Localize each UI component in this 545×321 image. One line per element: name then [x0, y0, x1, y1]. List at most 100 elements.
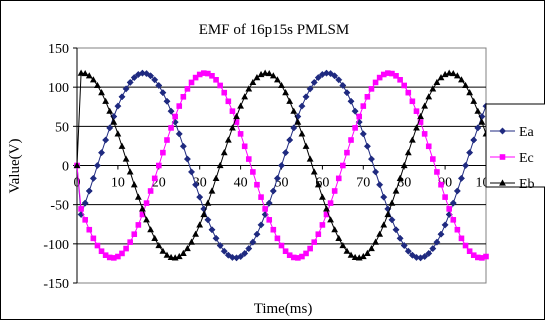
series-layer [73, 69, 490, 262]
data-point-ea [97, 149, 106, 157]
data-point-eb [404, 149, 412, 156]
data-point-eb [458, 76, 465, 83]
data-point-eb [339, 241, 347, 249]
data-point-ec [180, 94, 187, 100]
data-point-ea [175, 130, 183, 138]
data-point-ec [123, 245, 129, 252]
data-point-eb [327, 216, 334, 223]
data-point-eb [85, 72, 93, 79]
data-point-ec [278, 242, 285, 249]
data-point-eb [445, 69, 453, 76]
data-point-ea [331, 72, 339, 80]
data-point-eb [392, 187, 400, 194]
data-point-ec [217, 82, 223, 89]
data-point-ea [351, 107, 359, 115]
data-point-ea [179, 142, 187, 150]
data-point-ea [151, 76, 159, 84]
data-point-ec [331, 188, 338, 194]
data-point-ea [159, 89, 167, 97]
data-point-ec [143, 200, 150, 206]
data-point-eb [368, 244, 375, 252]
series-ea [73, 69, 490, 262]
data-point-eb [347, 251, 355, 258]
data-point-ea [314, 74, 322, 82]
data-point-eb [290, 107, 298, 114]
data-point-ec [454, 226, 461, 233]
data-point-eb [114, 130, 122, 137]
data-point-ea [290, 124, 298, 132]
data-point-ea [106, 124, 114, 132]
data-point-ea [269, 187, 277, 195]
data-point-ea [396, 234, 404, 242]
data-point-ec [237, 131, 244, 137]
data-point-ea [359, 130, 367, 138]
data-point-ec [270, 226, 277, 233]
data-point-ea [89, 174, 97, 182]
data-point-ec [147, 188, 154, 194]
data-point-ea [302, 93, 310, 101]
data-point-ec [405, 89, 412, 96]
data-point-ec [290, 254, 297, 261]
data-point-ec [151, 175, 158, 182]
data-point-ea [122, 85, 130, 93]
data-point-eb [294, 118, 302, 125]
data-point-eb [89, 76, 97, 83]
data-point-ea [85, 187, 93, 195]
data-point-ea [429, 245, 437, 253]
legend-label: Ec [519, 151, 534, 166]
data-point-ea [437, 230, 445, 238]
data-point-ea [245, 245, 253, 253]
data-point-ec [225, 98, 232, 105]
data-point-eb [384, 210, 392, 218]
data-point-eb [413, 124, 420, 131]
data-point-ea [339, 81, 347, 90]
data-point-ea [441, 221, 449, 229]
data-point-eb [196, 221, 204, 228]
data-point-ec [368, 86, 375, 92]
legend-box [485, 103, 545, 188]
data-point-ec [417, 119, 424, 125]
y-tick-label: -50 [50, 199, 69, 214]
data-point-ea [237, 252, 245, 261]
data-point-ec [90, 235, 97, 242]
data-point-ec [352, 125, 358, 131]
data-point-ea [102, 136, 110, 144]
data-point-ec [286, 252, 293, 258]
data-point-ec [111, 255, 117, 261]
data-point-ec [254, 181, 260, 188]
data-point-eb [220, 149, 228, 156]
data-point-ec [421, 131, 428, 137]
data-point-eb [331, 226, 339, 233]
data-point-ea [147, 72, 155, 80]
data-point-ec [327, 200, 334, 206]
data-point-ec [184, 86, 191, 92]
x-axis-label: Time(ms) [254, 301, 313, 317]
data-point-ea [277, 161, 286, 170]
data-point-eb [139, 205, 146, 212]
legend-label: Eb [519, 177, 535, 192]
data-point-ea [367, 155, 376, 163]
data-point-ec [299, 253, 305, 260]
data-point-ec [156, 162, 162, 169]
data-point-eb [241, 93, 249, 100]
data-point-ec [380, 71, 387, 78]
data-point-eb [380, 221, 388, 228]
data-point-ec [172, 113, 178, 120]
data-point-eb [417, 112, 424, 120]
data-point-eb [363, 249, 371, 257]
y-tick-label: 0 [62, 160, 69, 175]
legend-item-eb: Eb [490, 177, 535, 192]
data-point-ea [187, 168, 196, 176]
data-point-eb [98, 89, 105, 96]
data-point-eb [118, 142, 126, 149]
data-point-eb [425, 93, 433, 100]
data-point-ec [401, 82, 407, 89]
data-point-ea [298, 102, 306, 110]
data-point-eb [77, 69, 85, 76]
data-point-ea [212, 234, 220, 242]
data-point-eb [319, 193, 326, 200]
data-point-ec [221, 89, 228, 96]
data-point-ec [470, 252, 477, 258]
data-point-ea [404, 247, 412, 255]
